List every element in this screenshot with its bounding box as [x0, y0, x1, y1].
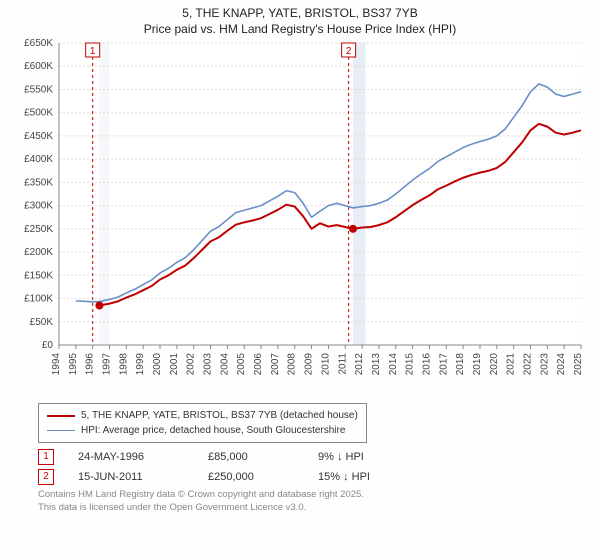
svg-text:2: 2: [346, 46, 352, 57]
svg-text:£650K: £650K: [24, 39, 53, 49]
svg-text:1997: 1997: [102, 353, 113, 376]
legend-swatch: [47, 430, 75, 431]
svg-text:1995: 1995: [68, 353, 79, 376]
chart-title: 5, THE KNAPP, YATE, BRISTOL, BS37 7YB Pr…: [0, 0, 600, 37]
reference-row: 2 15-JUN-2011 £250,000 15% ↓ HPI: [38, 469, 600, 485]
svg-text:1996: 1996: [85, 353, 96, 376]
legend-label: 5, THE KNAPP, YATE, BRISTOL, BS37 7YB (d…: [81, 408, 358, 423]
ref-price: £250,000: [208, 471, 318, 483]
svg-text:2008: 2008: [287, 353, 298, 376]
svg-text:2001: 2001: [169, 353, 180, 376]
reference-sales: 1 24-MAY-1996 £85,000 9% ↓ HPI 2 15-JUN-…: [38, 449, 600, 485]
svg-text:2006: 2006: [253, 353, 264, 376]
svg-text:2022: 2022: [522, 353, 533, 376]
svg-text:2019: 2019: [472, 353, 483, 376]
line-chart: £0 £50K £100K £150K £200K £250K £300K £350K £400…: [15, 39, 585, 399]
ref-badge: 1: [38, 449, 54, 465]
svg-text:2004: 2004: [219, 353, 230, 376]
svg-text:£200K: £200K: [24, 247, 53, 258]
svg-text:£100K: £100K: [24, 294, 53, 305]
ref-date: 24-MAY-1996: [78, 451, 208, 463]
svg-text:2005: 2005: [236, 353, 247, 376]
svg-text:1994: 1994: [51, 353, 62, 376]
svg-text:£600K: £600K: [24, 61, 53, 72]
legend-item: 5, THE KNAPP, YATE, BRISTOL, BS37 7YB (d…: [47, 408, 358, 423]
svg-text:1998: 1998: [118, 353, 129, 376]
svg-text:2015: 2015: [405, 353, 416, 376]
legend-item: HPI: Average price, detached house, Sout…: [47, 423, 358, 438]
svg-text:2012: 2012: [354, 353, 365, 376]
svg-text:£450K: £450K: [24, 131, 53, 142]
svg-text:£500K: £500K: [24, 108, 53, 119]
footer: Contains HM Land Registry data © Crown c…: [38, 489, 600, 514]
legend-label: HPI: Average price, detached house, Sout…: [81, 423, 345, 438]
svg-text:2018: 2018: [455, 353, 466, 376]
svg-text:2007: 2007: [270, 353, 281, 376]
svg-text:1: 1: [90, 46, 96, 57]
svg-text:2024: 2024: [556, 353, 567, 376]
title-line-2: Price paid vs. HM Land Registry's House …: [0, 22, 600, 38]
svg-text:2017: 2017: [438, 353, 449, 376]
ref-badge: 2: [38, 469, 54, 485]
ref-date: 15-JUN-2011: [78, 471, 208, 483]
svg-text:£250K: £250K: [24, 224, 53, 235]
svg-text:2009: 2009: [304, 353, 315, 376]
svg-text:2002: 2002: [186, 353, 197, 376]
ref-price: £85,000: [208, 451, 318, 463]
svg-text:£150K: £150K: [24, 270, 53, 281]
svg-text:2023: 2023: [539, 353, 550, 376]
legend-swatch: [47, 415, 75, 417]
ref-hpi: 9% ↓ HPI: [318, 451, 364, 463]
footer-line-2: This data is licensed under the Open Gov…: [38, 502, 600, 514]
svg-text:2025: 2025: [573, 353, 584, 376]
svg-text:2016: 2016: [421, 353, 432, 376]
ref-hpi: 15% ↓ HPI: [318, 471, 370, 483]
svg-text:£0: £0: [42, 340, 54, 351]
svg-text:2014: 2014: [388, 353, 399, 376]
legend: 5, THE KNAPP, YATE, BRISTOL, BS37 7YB (d…: [38, 403, 367, 443]
reference-row: 1 24-MAY-1996 £85,000 9% ↓ HPI: [38, 449, 600, 465]
svg-text:£350K: £350K: [24, 178, 53, 189]
svg-text:2003: 2003: [203, 353, 214, 376]
svg-text:2010: 2010: [320, 353, 331, 376]
svg-text:2000: 2000: [152, 353, 163, 376]
footer-line-1: Contains HM Land Registry data © Crown c…: [38, 489, 600, 501]
svg-text:2013: 2013: [371, 353, 382, 376]
svg-text:£300K: £300K: [24, 201, 53, 212]
title-line-1: 5, THE KNAPP, YATE, BRISTOL, BS37 7YB: [0, 6, 600, 22]
svg-text:1999: 1999: [135, 353, 146, 376]
svg-text:£550K: £550K: [24, 85, 53, 96]
svg-text:£50K: £50K: [30, 317, 54, 328]
svg-text:2011: 2011: [337, 353, 348, 375]
svg-text:2021: 2021: [506, 353, 517, 376]
svg-text:£400K: £400K: [24, 154, 53, 165]
svg-text:2020: 2020: [489, 353, 500, 376]
